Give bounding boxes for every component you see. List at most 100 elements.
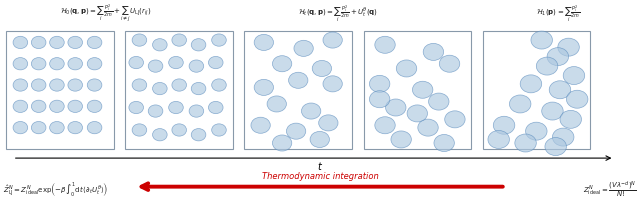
- Ellipse shape: [488, 131, 509, 149]
- Ellipse shape: [396, 60, 417, 77]
- Ellipse shape: [152, 82, 167, 95]
- Ellipse shape: [152, 39, 167, 51]
- Ellipse shape: [509, 95, 531, 113]
- Ellipse shape: [152, 129, 167, 141]
- Ellipse shape: [418, 119, 438, 136]
- Ellipse shape: [251, 117, 270, 133]
- Bar: [6, 31, 114, 149]
- Ellipse shape: [191, 82, 206, 95]
- Ellipse shape: [323, 76, 342, 92]
- Ellipse shape: [172, 124, 186, 136]
- Bar: [483, 31, 590, 149]
- Ellipse shape: [549, 81, 571, 99]
- Ellipse shape: [563, 67, 585, 84]
- Ellipse shape: [301, 103, 321, 119]
- Ellipse shape: [31, 121, 46, 134]
- Ellipse shape: [429, 93, 449, 110]
- Ellipse shape: [536, 57, 558, 75]
- Text: $\mathcal{H}_0(\mathbf{q}, \mathbf{p}) = \sum_i \frac{p_i^2}{2m} + \sum_{i \neq : $\mathcal{H}_0(\mathbf{q}, \mathbf{p}) =…: [60, 3, 152, 24]
- Ellipse shape: [254, 79, 273, 95]
- Ellipse shape: [375, 117, 396, 134]
- Ellipse shape: [50, 121, 64, 134]
- Ellipse shape: [13, 100, 28, 112]
- Ellipse shape: [407, 105, 428, 122]
- Ellipse shape: [254, 34, 273, 50]
- Ellipse shape: [287, 123, 306, 139]
- Ellipse shape: [525, 122, 547, 140]
- Ellipse shape: [369, 75, 390, 92]
- Ellipse shape: [50, 58, 64, 70]
- Ellipse shape: [31, 79, 46, 91]
- Ellipse shape: [191, 129, 206, 141]
- Ellipse shape: [273, 135, 292, 151]
- Ellipse shape: [531, 31, 552, 49]
- Ellipse shape: [31, 58, 46, 70]
- Ellipse shape: [132, 124, 147, 136]
- Ellipse shape: [13, 121, 28, 134]
- Ellipse shape: [391, 131, 412, 148]
- Ellipse shape: [189, 105, 204, 117]
- Ellipse shape: [68, 58, 83, 70]
- Ellipse shape: [13, 58, 28, 70]
- Ellipse shape: [172, 79, 186, 91]
- Ellipse shape: [129, 101, 143, 114]
- Ellipse shape: [289, 72, 308, 88]
- Ellipse shape: [267, 96, 287, 112]
- Ellipse shape: [319, 115, 338, 131]
- Ellipse shape: [169, 56, 183, 69]
- Ellipse shape: [558, 38, 579, 56]
- Ellipse shape: [68, 36, 83, 49]
- Ellipse shape: [212, 79, 227, 91]
- Ellipse shape: [515, 134, 536, 152]
- Ellipse shape: [541, 102, 563, 120]
- Ellipse shape: [132, 79, 147, 91]
- Ellipse shape: [412, 81, 433, 98]
- Ellipse shape: [189, 60, 204, 72]
- Text: Thermodynamic integration: Thermodynamic integration: [262, 172, 378, 181]
- Ellipse shape: [132, 34, 147, 46]
- Ellipse shape: [434, 134, 454, 152]
- Ellipse shape: [87, 58, 102, 70]
- Text: $\mathcal{H}_1(\mathbf{p}) = \sum_i \frac{p_i^2}{2m}$: $\mathcal{H}_1(\mathbf{p}) = \sum_i \fra…: [536, 4, 580, 24]
- Ellipse shape: [369, 91, 390, 108]
- Ellipse shape: [129, 56, 143, 69]
- Ellipse shape: [191, 39, 206, 51]
- Ellipse shape: [50, 79, 64, 91]
- Ellipse shape: [493, 116, 515, 134]
- Ellipse shape: [310, 131, 330, 147]
- Text: $Z_{\mathrm{ideal}}^{N} = \dfrac{(V\lambda^{-d})^N}{N!}$: $Z_{\mathrm{ideal}}^{N} = \dfrac{(V\lamb…: [583, 180, 637, 200]
- Ellipse shape: [148, 60, 163, 72]
- Ellipse shape: [439, 55, 460, 72]
- Ellipse shape: [423, 43, 444, 60]
- Ellipse shape: [552, 128, 574, 146]
- Ellipse shape: [13, 36, 28, 49]
- Text: $\mathcal{H}_t(\mathbf{q}, \mathbf{p}) = \sum_i \frac{p_i^2}{2m} + U_t^{\theta}(: $\mathcal{H}_t(\mathbf{q}, \mathbf{p}) =…: [298, 4, 378, 24]
- Bar: [125, 31, 233, 149]
- Ellipse shape: [172, 34, 186, 46]
- Ellipse shape: [545, 137, 566, 155]
- Ellipse shape: [68, 121, 83, 134]
- Ellipse shape: [87, 121, 102, 134]
- Bar: [244, 31, 352, 149]
- Ellipse shape: [375, 36, 396, 53]
- Bar: [364, 31, 471, 149]
- Text: $\hat{Z}_{\mathrm{LJ}}^{N} = Z_{\mathrm{ideal}}^{N} \exp\!\left(-\beta \int_0^1 : $\hat{Z}_{\mathrm{LJ}}^{N} = Z_{\mathrm{…: [3, 181, 109, 199]
- Ellipse shape: [566, 90, 588, 108]
- Ellipse shape: [547, 48, 568, 66]
- Ellipse shape: [209, 101, 223, 114]
- Ellipse shape: [212, 34, 227, 46]
- Ellipse shape: [68, 100, 83, 112]
- Ellipse shape: [87, 79, 102, 91]
- Ellipse shape: [385, 99, 406, 116]
- Ellipse shape: [273, 56, 292, 72]
- Ellipse shape: [209, 56, 223, 69]
- Ellipse shape: [323, 32, 342, 48]
- Ellipse shape: [50, 36, 64, 49]
- Ellipse shape: [31, 100, 46, 112]
- Ellipse shape: [50, 100, 64, 112]
- Ellipse shape: [169, 101, 183, 114]
- Ellipse shape: [560, 110, 582, 128]
- Ellipse shape: [312, 60, 332, 76]
- Ellipse shape: [87, 100, 102, 112]
- Ellipse shape: [212, 124, 227, 136]
